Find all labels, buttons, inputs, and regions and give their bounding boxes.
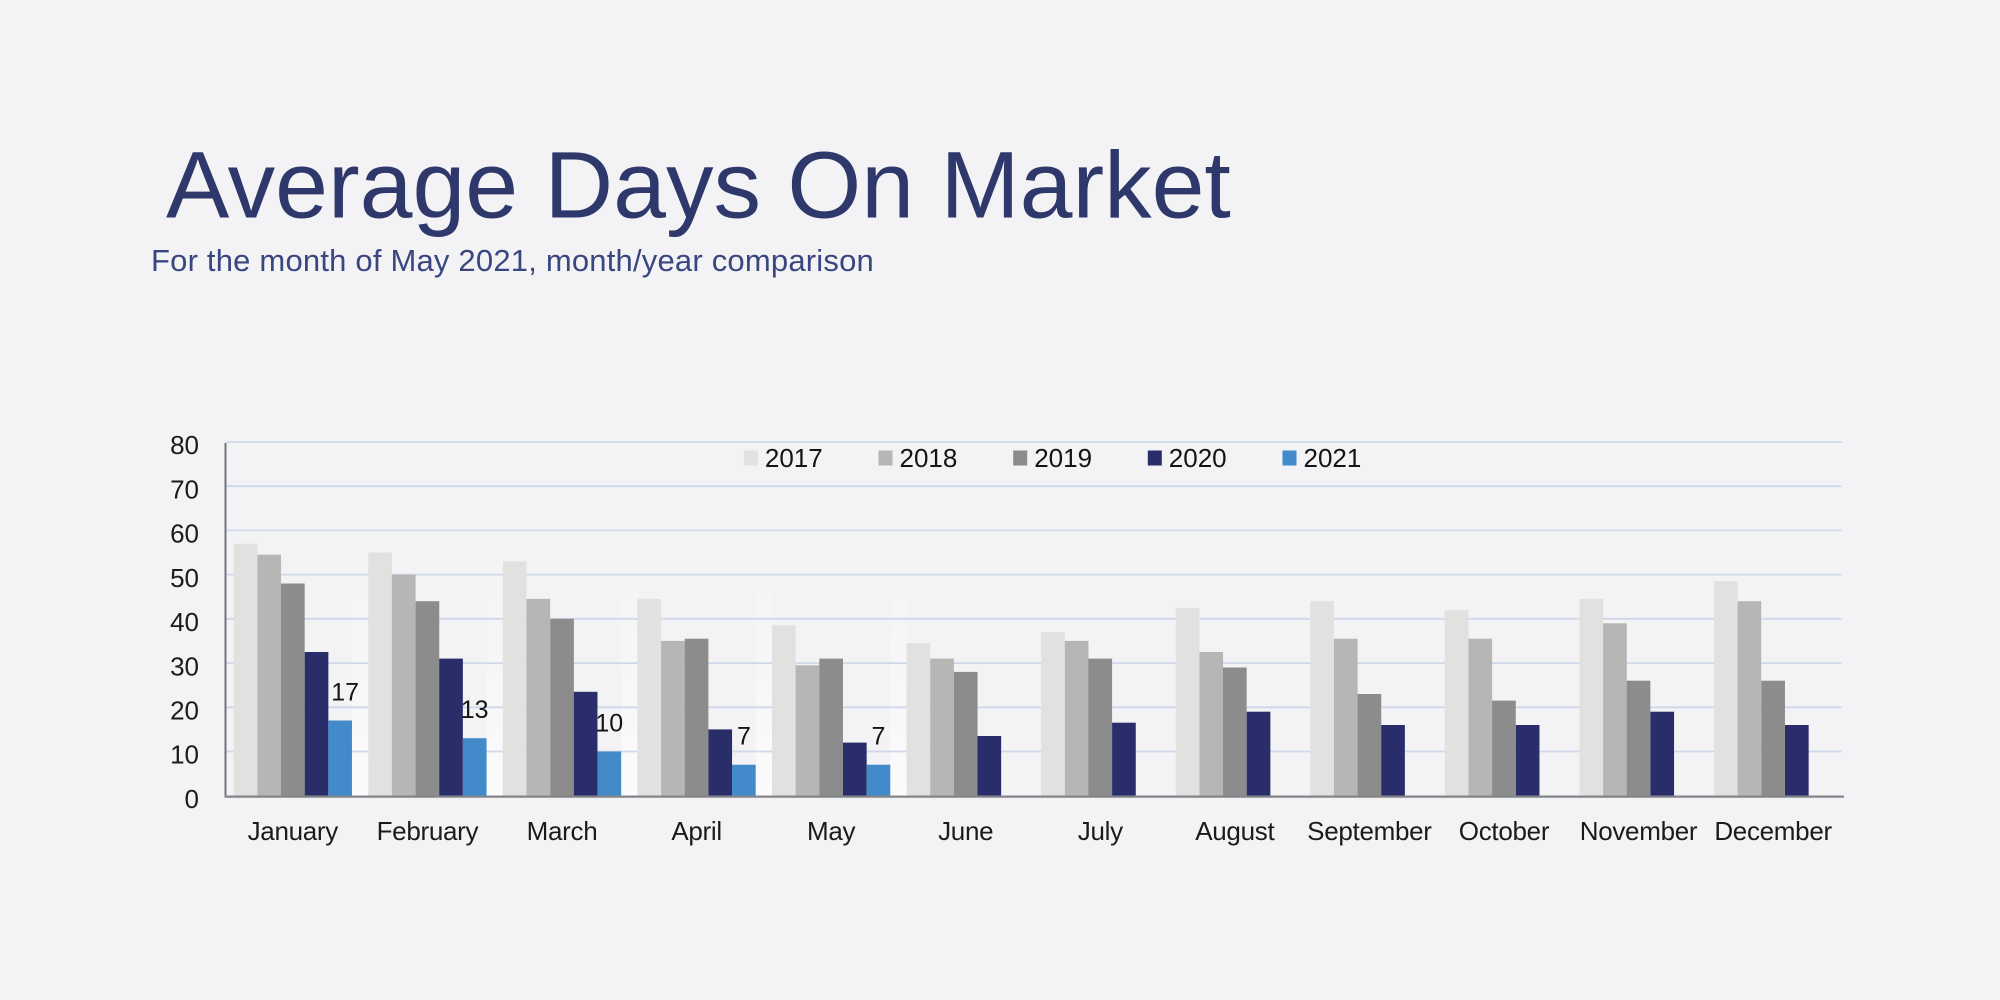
svg-text:70: 70 <box>170 474 199 504</box>
svg-text:October: October <box>1459 816 1550 846</box>
svg-text:2020: 2020 <box>1169 443 1227 473</box>
svg-text:Average Days On Market: Average Days On Market <box>166 133 1231 239</box>
svg-text:December: December <box>1714 816 1832 846</box>
svg-text:May: May <box>807 816 856 846</box>
svg-text:For the month of May 2021, mon: For the month of May 2021, month/year co… <box>151 243 874 278</box>
svg-text:80: 80 <box>170 430 199 460</box>
svg-text:0: 0 <box>185 784 199 814</box>
svg-text:April: April <box>671 816 722 846</box>
svg-text:20: 20 <box>170 696 199 726</box>
svg-text:10: 10 <box>170 740 199 770</box>
svg-text:2017: 2017 <box>765 443 823 473</box>
svg-text:7: 7 <box>737 723 751 751</box>
svg-text:September: September <box>1307 816 1432 846</box>
svg-text:July: July <box>1078 816 1123 846</box>
svg-text:40: 40 <box>170 607 199 637</box>
svg-text:June: June <box>938 816 993 846</box>
svg-text:50: 50 <box>170 563 199 593</box>
svg-text:17: 17 <box>331 679 359 707</box>
svg-text:August: August <box>1195 816 1275 846</box>
svg-text:2018: 2018 <box>900 443 958 473</box>
svg-text:13: 13 <box>461 696 489 724</box>
svg-text:7: 7 <box>872 723 886 751</box>
svg-text:30: 30 <box>170 651 199 681</box>
svg-text:2019: 2019 <box>1034 443 1092 473</box>
svg-text:November: November <box>1580 816 1698 846</box>
svg-text:60: 60 <box>170 519 199 549</box>
svg-text:February: February <box>377 816 479 846</box>
svg-text:March: March <box>527 816 598 846</box>
svg-text:2021: 2021 <box>1304 443 1362 473</box>
svg-text:January: January <box>248 816 339 846</box>
svg-text:10: 10 <box>595 710 623 738</box>
